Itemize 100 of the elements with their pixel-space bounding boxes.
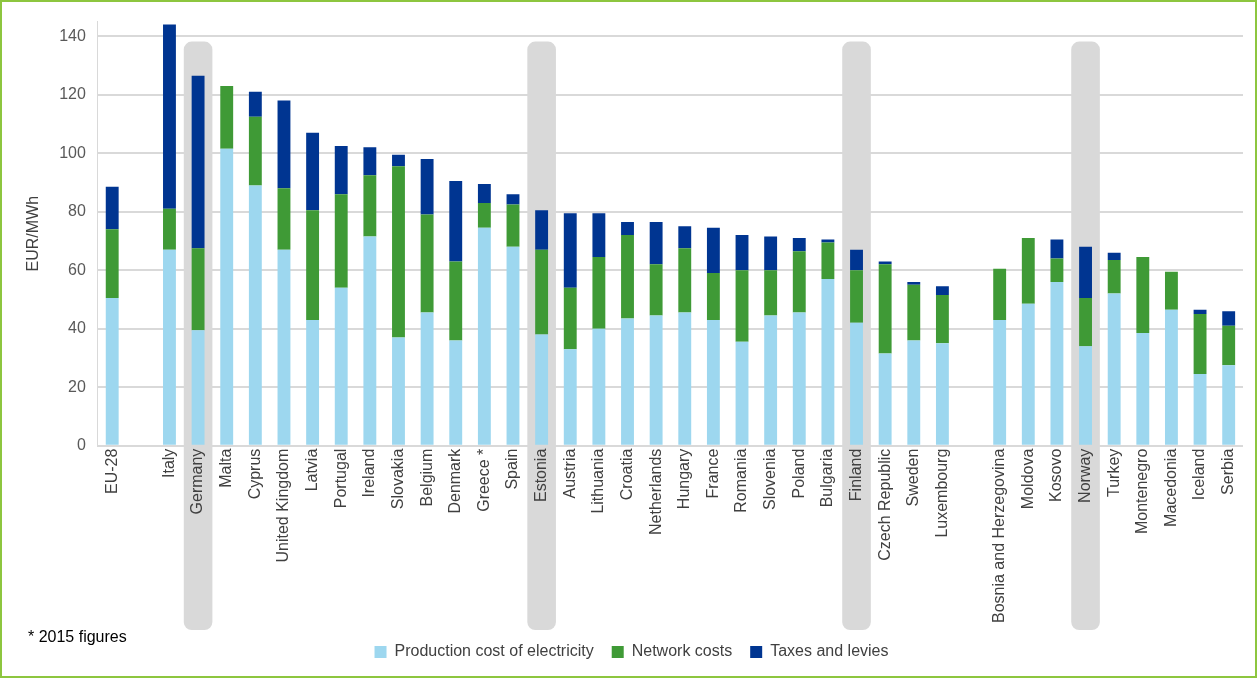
bar bbox=[735, 270, 749, 342]
bar bbox=[850, 270, 863, 323]
x-tick-label: Romania bbox=[732, 448, 750, 513]
bar bbox=[1107, 252, 1121, 260]
bar bbox=[163, 24, 176, 209]
bar bbox=[821, 242, 835, 279]
bar bbox=[1107, 259, 1121, 294]
bar bbox=[535, 334, 549, 445]
y-axis-title: EUR/MWh bbox=[24, 195, 42, 272]
y-tick-label: 40 bbox=[68, 319, 86, 337]
x-tick-label: Denmark bbox=[446, 447, 464, 514]
bar bbox=[878, 353, 892, 445]
bar bbox=[191, 248, 205, 331]
bar bbox=[678, 248, 692, 313]
bar bbox=[563, 287, 577, 350]
x-tick-label: Slovenia bbox=[761, 448, 779, 511]
bar bbox=[1079, 297, 1092, 347]
bar bbox=[563, 349, 577, 445]
x-tick-label: Estonia bbox=[532, 448, 550, 503]
x-tick-label: Ireland bbox=[360, 448, 378, 498]
bar bbox=[420, 159, 434, 215]
x-tick-label: Italy bbox=[159, 448, 177, 479]
bar bbox=[163, 249, 176, 445]
x-tick-label: Iceland bbox=[1190, 448, 1208, 501]
bar bbox=[792, 312, 806, 445]
bar bbox=[821, 278, 835, 445]
x-tick-label: Portugal bbox=[331, 448, 349, 509]
bar bbox=[993, 268, 1007, 320]
bar bbox=[506, 194, 520, 205]
x-tick-label: United Kingdom bbox=[274, 448, 292, 563]
bar bbox=[678, 312, 692, 445]
bar bbox=[1079, 246, 1092, 298]
bar bbox=[850, 249, 863, 271]
x-tick-label: Norway bbox=[1075, 448, 1093, 503]
bar bbox=[306, 210, 320, 320]
bar bbox=[392, 337, 405, 445]
bar bbox=[706, 319, 720, 445]
x-tick-label: Slovakia bbox=[388, 448, 406, 510]
bar bbox=[363, 175, 377, 237]
x-tick-label: Turkey bbox=[1104, 448, 1122, 497]
x-tick-label: Macedonia bbox=[1161, 448, 1179, 527]
bar bbox=[764, 270, 778, 316]
y-tick-label: 80 bbox=[68, 202, 86, 220]
bar bbox=[1193, 374, 1207, 445]
y-tick-label: 0 bbox=[76, 436, 86, 454]
x-tick-label: Czech Republic bbox=[875, 448, 893, 561]
bar bbox=[735, 235, 749, 271]
bar bbox=[1050, 281, 1064, 445]
bar bbox=[1021, 303, 1035, 445]
bar bbox=[764, 236, 778, 271]
x-tick-label: Spain bbox=[503, 448, 521, 490]
bar bbox=[1164, 271, 1178, 310]
bar bbox=[821, 239, 835, 243]
x-tick-label: EU-28 bbox=[102, 448, 120, 495]
bar bbox=[878, 261, 892, 265]
bar bbox=[1193, 314, 1207, 375]
x-tick-label: Bosnia and Herzegovina bbox=[990, 448, 1008, 624]
bar bbox=[220, 85, 234, 149]
bar bbox=[792, 238, 806, 252]
bar bbox=[277, 188, 291, 250]
x-tick-label: Hungary bbox=[675, 448, 693, 510]
bar bbox=[334, 145, 348, 195]
bar bbox=[592, 257, 606, 329]
x-tick-label: Luxembourg bbox=[932, 448, 950, 538]
x-tick-label: Bulgaria bbox=[818, 448, 836, 508]
x-tick-label: Poland bbox=[789, 448, 807, 499]
bar bbox=[392, 154, 405, 167]
x-tick-label: Moldova bbox=[1018, 448, 1036, 510]
x-tick-label: Kosovo bbox=[1047, 448, 1065, 503]
x-tick-label: Finland bbox=[846, 448, 864, 502]
x-tick-label: Montenegro bbox=[1133, 448, 1151, 535]
bar bbox=[248, 116, 262, 186]
bar bbox=[420, 214, 434, 313]
bar bbox=[248, 185, 262, 445]
legend-label: Production cost of electricity bbox=[394, 642, 594, 660]
bar bbox=[506, 246, 520, 445]
bar bbox=[334, 287, 348, 445]
bar bbox=[621, 235, 634, 319]
bar bbox=[1107, 293, 1121, 445]
bar bbox=[477, 183, 491, 203]
bar bbox=[764, 315, 778, 445]
bar bbox=[1164, 309, 1178, 445]
bar bbox=[306, 319, 320, 445]
bar bbox=[1136, 333, 1150, 445]
bar bbox=[1050, 239, 1064, 259]
bar bbox=[363, 147, 377, 176]
bar bbox=[163, 208, 176, 250]
x-tick-label: Austria bbox=[560, 448, 578, 499]
bar bbox=[592, 328, 606, 445]
bar bbox=[935, 343, 949, 445]
x-tick-label: Sweden bbox=[904, 448, 922, 507]
legend-label: Network costs bbox=[631, 642, 733, 660]
bar bbox=[935, 286, 949, 296]
bar bbox=[105, 297, 119, 445]
bar bbox=[649, 315, 663, 445]
bar bbox=[449, 340, 463, 445]
bar bbox=[477, 227, 491, 445]
bar bbox=[191, 75, 205, 249]
bar bbox=[1222, 311, 1236, 326]
x-tick-label: Lithuania bbox=[589, 448, 607, 514]
